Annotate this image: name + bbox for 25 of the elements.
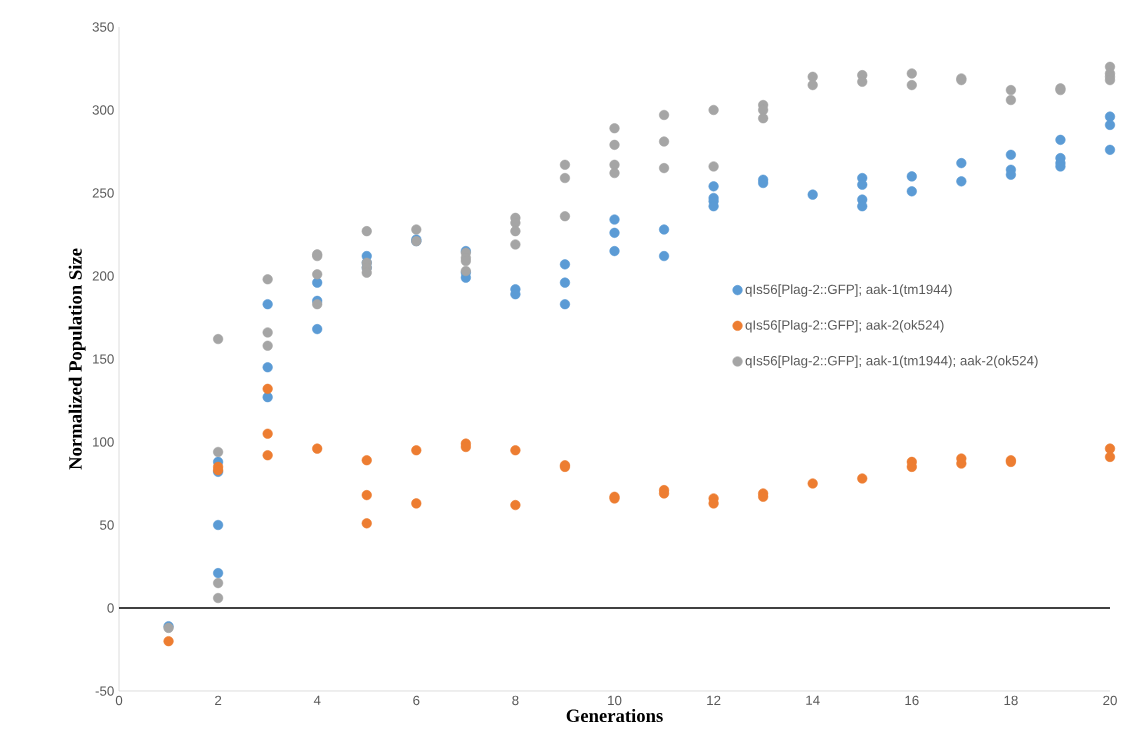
legend-label: qIs56[Plag-2::GFP]; aak-2(ok524) bbox=[745, 319, 944, 333]
y-tick-label: 350 bbox=[92, 22, 114, 32]
x-tick-label: 20 bbox=[1103, 695, 1117, 706]
legend-label: qIs56[Plag-2::GFP]; aak-1(tm1944); aak-2(ok524) bbox=[745, 355, 1038, 369]
x-tick-label: 14 bbox=[806, 695, 820, 705]
x-axis-title: Generations bbox=[566, 708, 663, 723]
y-tick-label: 50 bbox=[100, 520, 114, 530]
y-axis-title: Normalized Population Size bbox=[68, 248, 86, 470]
x-tick-label: 18 bbox=[1004, 695, 1018, 706]
legend-label: qIs56[Plag-2::GFP]; aak-1(tm1944) bbox=[745, 284, 952, 297]
y-tick-label: 250 bbox=[92, 188, 114, 198]
y-tick-label: -50 bbox=[95, 686, 114, 696]
x-tick-label: 2 bbox=[215, 695, 222, 705]
x-tick-label: 4 bbox=[313, 695, 321, 705]
x-tick-label: 0 bbox=[115, 695, 123, 706]
y-tick-label: 0 bbox=[107, 603, 114, 613]
y-tick-label: 300 bbox=[92, 105, 114, 115]
x-tick-label: 16 bbox=[905, 695, 919, 706]
y-tick-label: 150 bbox=[93, 354, 114, 364]
y-tick-label: 200 bbox=[92, 271, 114, 281]
y-tick-label: 100 bbox=[93, 437, 114, 447]
x-tick-label: 6 bbox=[413, 695, 420, 706]
x-tick-label: 12 bbox=[707, 695, 721, 705]
x-tick-label: 8 bbox=[512, 695, 519, 706]
x-tick-label: 10 bbox=[608, 695, 622, 706]
